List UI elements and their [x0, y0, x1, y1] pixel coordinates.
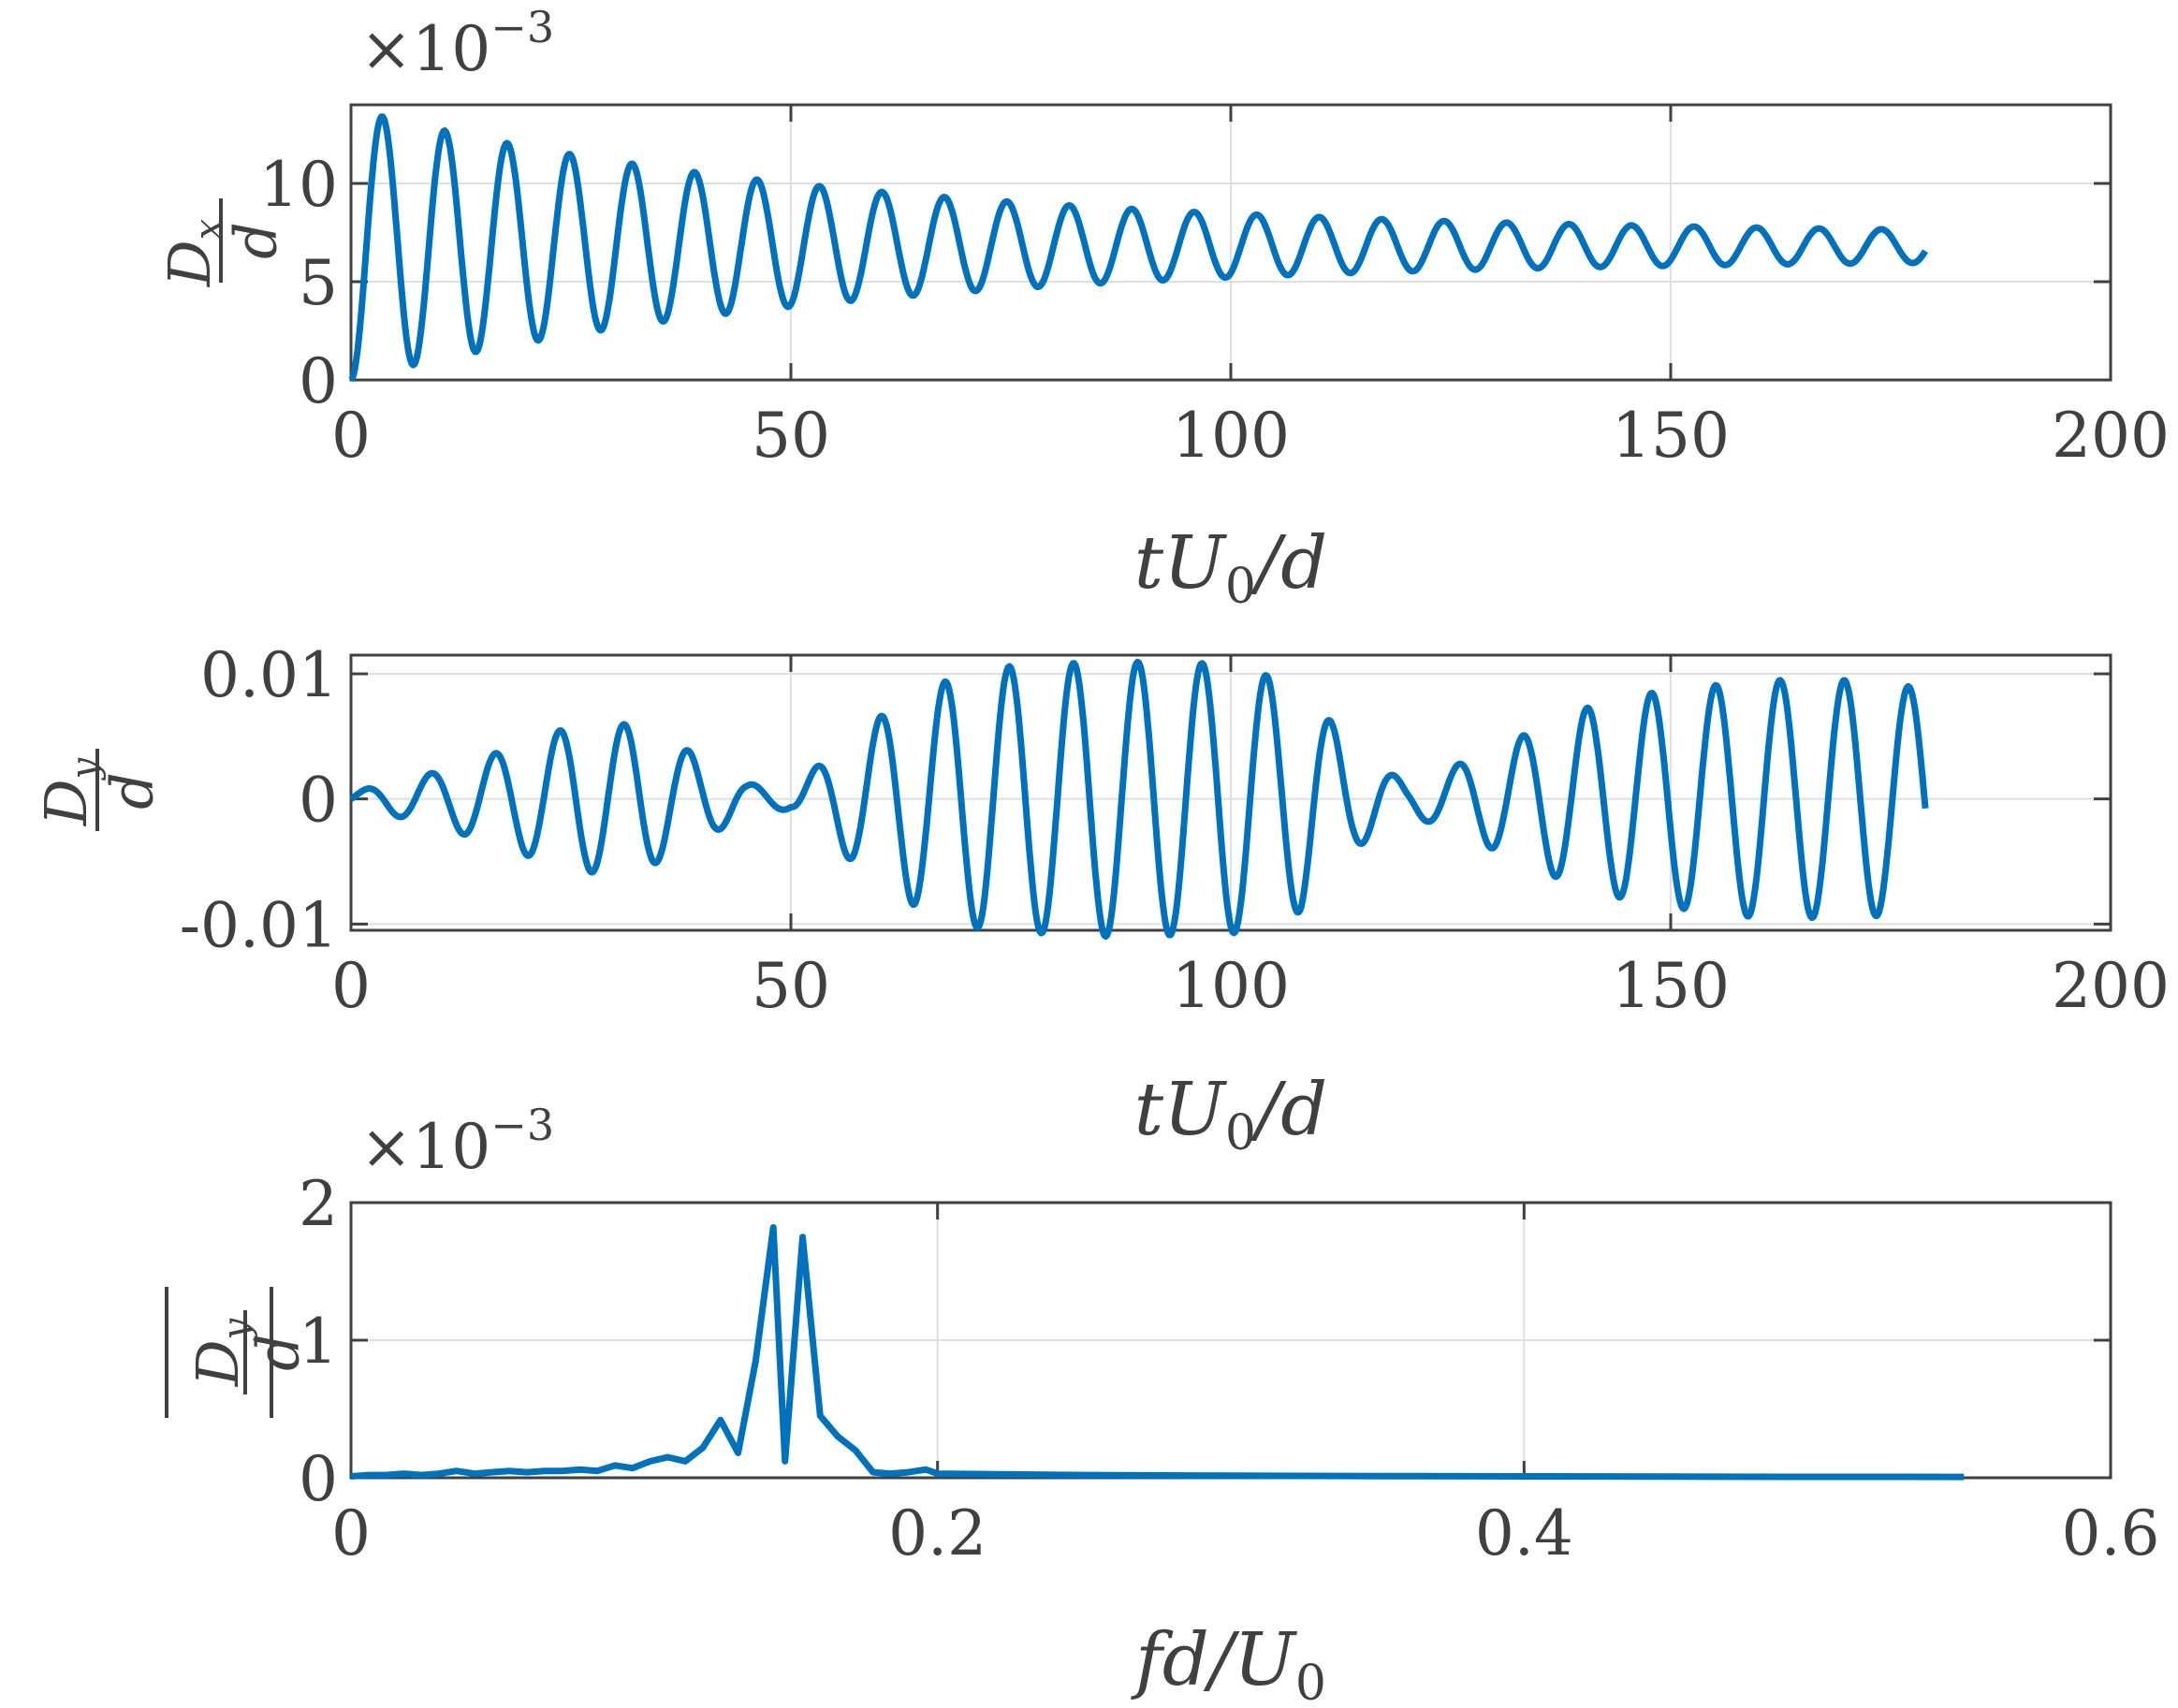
y-tick-label: 0 — [299, 1443, 338, 1515]
x-tick-label: 150 — [1612, 400, 1730, 472]
panel-dy-y-tick-labels: 0.01 0 -0.01 — [180, 639, 338, 961]
x-tick-label: 0 — [331, 950, 371, 1022]
panel-fft-series-line — [350, 1224, 1965, 1481]
x-tick-label: 0.4 — [1475, 1497, 1573, 1569]
x-tick-label: 100 — [1172, 400, 1290, 472]
x-tick-label: 0.6 — [2062, 1497, 2160, 1569]
y-tick-label: 0 — [299, 765, 338, 837]
panel-fft-x-tick-labels: 0 0.2 0.4 0.6 — [331, 1497, 2159, 1569]
panel-fft-y-tick-labels: 0 1 2 — [299, 1168, 338, 1515]
x-tick-label: 100 — [1172, 950, 1290, 1022]
panel-dy-x-label: tU0/d — [1134, 1068, 1327, 1161]
panel-dy-y-label-denominator: d — [97, 772, 166, 810]
x-tick-label: 0 — [331, 1497, 371, 1569]
y-tick-label: -0.01 — [180, 889, 338, 961]
panel-fft-y-label: Dy d — [165, 1287, 312, 1418]
panel-dy-x-tick-labels: 0 50 100 150 200 — [331, 950, 2170, 1022]
panel-fft-y-label-denominator: d — [243, 1334, 312, 1371]
y-tick-label: 2 — [299, 1168, 338, 1240]
y-tick-label: 1 — [299, 1306, 338, 1378]
panel-dx-grid — [351, 105, 2111, 380]
x-tick-label: 200 — [2052, 950, 2170, 1022]
x-tick-label: 0.2 — [888, 1497, 987, 1569]
x-tick-label: 200 — [2052, 400, 2170, 472]
panel-dx-exponent-label: ×10−3 — [360, 2, 554, 85]
panel-fft: 0 0.2 0.4 0.6 012 ×10−3 Dy d fd/U0 — [165, 1100, 2159, 1708]
panel-dx-y-tick-labels: 0 5 10 — [259, 149, 338, 417]
panel-fft-grid — [351, 1203, 2111, 1478]
y-tick-label: 10 — [259, 149, 338, 221]
panel-fft-x-label: fd/U0 — [1131, 1618, 1326, 1708]
x-tick-label: 50 — [752, 950, 830, 1022]
y-tick-label: 5 — [299, 247, 338, 319]
y-tick-label: 0 — [299, 345, 338, 417]
panel-dy-series-line — [348, 658, 1929, 941]
x-tick-label: 50 — [752, 400, 830, 472]
y-tick-label: 0.01 — [200, 639, 338, 711]
panel-dy: 0 50 100 150 200 0.010-0.01 Dy d tU0/d — [32, 639, 2170, 1161]
panel-dx-series-line — [348, 113, 1929, 383]
x-tick-label: 150 — [1612, 950, 1730, 1022]
panel-dx-ticks — [349, 105, 2112, 382]
panel-dx-x-tick-labels: 0 50 100 150 200 — [331, 400, 2170, 472]
x-tick-label: 0 — [331, 400, 371, 472]
panel-dx-y-label-denominator: d — [221, 222, 289, 259]
